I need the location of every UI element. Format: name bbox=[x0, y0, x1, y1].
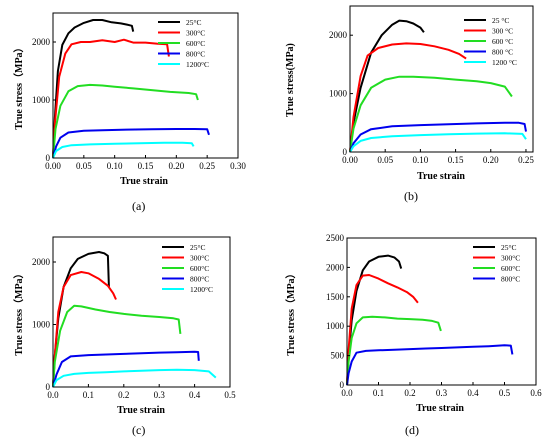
legend-label: 25°C bbox=[190, 243, 206, 252]
y-tick-label: 0 bbox=[340, 380, 345, 390]
legend-label: 1200 °C bbox=[492, 58, 517, 67]
x-tick-label: 0.25 bbox=[199, 161, 215, 171]
y-tick-label: 1000 bbox=[32, 95, 51, 105]
y-tick-label: 2000 bbox=[326, 262, 345, 272]
series-line-1200C bbox=[52, 368, 217, 388]
x-tick-label: 0.2 bbox=[118, 390, 129, 400]
series-line-800C bbox=[52, 128, 210, 159]
series-line-25C bbox=[346, 254, 403, 386]
legend-label: 600 °C bbox=[492, 37, 513, 46]
x-axis-label: True strain bbox=[117, 405, 165, 416]
x-tick-label: 0.4 bbox=[467, 388, 479, 398]
x-tick-label: 0.3 bbox=[436, 388, 448, 398]
y-tick-label: 0 bbox=[343, 147, 348, 157]
x-tick-label: 0.1 bbox=[373, 388, 384, 398]
series-line-25C bbox=[52, 19, 135, 159]
legend-label: 600°C bbox=[186, 39, 205, 48]
x-tick-label: 0.0 bbox=[47, 390, 59, 400]
x-tick-label: 0.05 bbox=[377, 155, 393, 165]
plot-frame bbox=[349, 5, 534, 153]
y-axis-label: True stress(MPa) bbox=[285, 43, 296, 117]
legend-label: 300 °C bbox=[492, 27, 513, 36]
legend-label: 300°C bbox=[501, 254, 520, 263]
x-tick-label: 0.10 bbox=[413, 155, 429, 165]
x-tick-label: 0.20 bbox=[483, 155, 499, 165]
series-line-800C bbox=[346, 344, 514, 386]
x-tick-label: 0.5 bbox=[499, 388, 511, 398]
series-line-300C bbox=[52, 38, 170, 159]
x-tick-label: 0.30 bbox=[230, 161, 246, 171]
x-axis-label: True strain bbox=[120, 176, 168, 187]
series-line-600C bbox=[52, 304, 182, 388]
legend-label: 25 °C bbox=[492, 16, 509, 25]
legend-label: 1200°C bbox=[190, 285, 213, 294]
chart-panel-c: 0.0 0.1 0.2 0.3 0.4 0.5 0 1000 2000 True strain Tr… bbox=[12, 236, 236, 416]
panel-caption-a: (a) bbox=[132, 199, 146, 213]
series-line-300C bbox=[52, 271, 117, 388]
x-tick-label: 0.4 bbox=[189, 390, 201, 400]
series-line-25C bbox=[349, 19, 425, 153]
y-tick-label: 500 bbox=[331, 351, 345, 361]
legend-label: 300°C bbox=[190, 254, 209, 263]
x-tick-label: 0.6 bbox=[530, 388, 542, 398]
x-tick-label: 0.05 bbox=[76, 161, 92, 171]
x-tick-label: 0.1 bbox=[83, 390, 94, 400]
y-tick-label: 2000 bbox=[32, 37, 51, 47]
x-tick-label: 0.15 bbox=[138, 161, 154, 171]
legend-label: 600°C bbox=[501, 264, 520, 273]
legend-label: 300°C bbox=[186, 29, 205, 38]
y-axis-label: True stress（MPa） bbox=[12, 268, 25, 355]
x-axis-label: True strain bbox=[416, 403, 464, 414]
x-tick-label: 0.00 bbox=[45, 161, 61, 171]
x-tick-label: 0.2 bbox=[404, 388, 415, 398]
x-tick-label: 0.5 bbox=[224, 390, 236, 400]
x-tick-label: 0.00 bbox=[342, 155, 358, 165]
plot-frame bbox=[52, 236, 231, 388]
x-tick-label: 0.0 bbox=[341, 388, 353, 398]
y-tick-label: 2000 bbox=[329, 30, 348, 40]
legend-label: 800°C bbox=[190, 275, 209, 284]
y-tick-label: 1000 bbox=[329, 89, 348, 99]
y-tick-label: 1000 bbox=[326, 321, 345, 331]
legend-label: 800°C bbox=[186, 50, 205, 59]
y-axis-label: True stress（MPa） bbox=[284, 268, 297, 355]
chart-panel-b: 0.00 0.05 0.10 0.15 0.20 0.25 0 1000 2000 True st… bbox=[285, 5, 534, 182]
legend-label: 800 °C bbox=[492, 48, 513, 57]
series-line-800C bbox=[52, 350, 200, 388]
series-line-600C bbox=[52, 83, 199, 159]
legend-label: 1200°C bbox=[186, 60, 209, 69]
panel-caption-b: (b) bbox=[404, 189, 418, 203]
series-line-1200C bbox=[52, 141, 195, 159]
legend-label: 600°C bbox=[190, 264, 209, 273]
x-tick-label: 0.25 bbox=[518, 155, 534, 165]
series-line-800C bbox=[349, 121, 527, 153]
y-tick-label: 1500 bbox=[326, 292, 345, 302]
panel-caption-d: (d) bbox=[405, 423, 419, 437]
y-tick-label: 0 bbox=[46, 153, 51, 163]
y-tick-label: 2500 bbox=[326, 233, 345, 243]
series-line-600C bbox=[349, 75, 513, 153]
chart-panel-d: 0.0 0.1 0.2 0.3 0.4 0.5 0.6 0 500 1000 1500 2000 250… bbox=[284, 233, 542, 414]
legend-label: 25°C bbox=[186, 18, 202, 27]
series-line-1200C bbox=[349, 132, 527, 153]
series-line-300C bbox=[349, 42, 467, 153]
y-tick-label: 0 bbox=[46, 382, 51, 392]
x-axis-label: True strain bbox=[417, 171, 465, 182]
x-tick-label: 0.3 bbox=[154, 390, 166, 400]
x-tick-label: 0.10 bbox=[107, 161, 123, 171]
y-tick-label: 2000 bbox=[32, 257, 51, 267]
chart-panel-a: 0.00 0.05 0.10 0.15 0.20 0.25 0.30 0 1000 2000 Tru… bbox=[12, 12, 246, 187]
panel-caption-c: (c) bbox=[132, 423, 146, 437]
series-line-600C bbox=[346, 315, 442, 386]
y-tick-label: 1000 bbox=[32, 320, 51, 330]
legend-label: 25°C bbox=[501, 243, 517, 252]
legend-label: 800°C bbox=[501, 275, 520, 284]
x-tick-label: 0.15 bbox=[448, 155, 464, 165]
x-tick-label: 0.20 bbox=[168, 161, 184, 171]
y-axis-label: True stress（MPa） bbox=[12, 42, 25, 129]
series-line-300C bbox=[346, 274, 419, 386]
